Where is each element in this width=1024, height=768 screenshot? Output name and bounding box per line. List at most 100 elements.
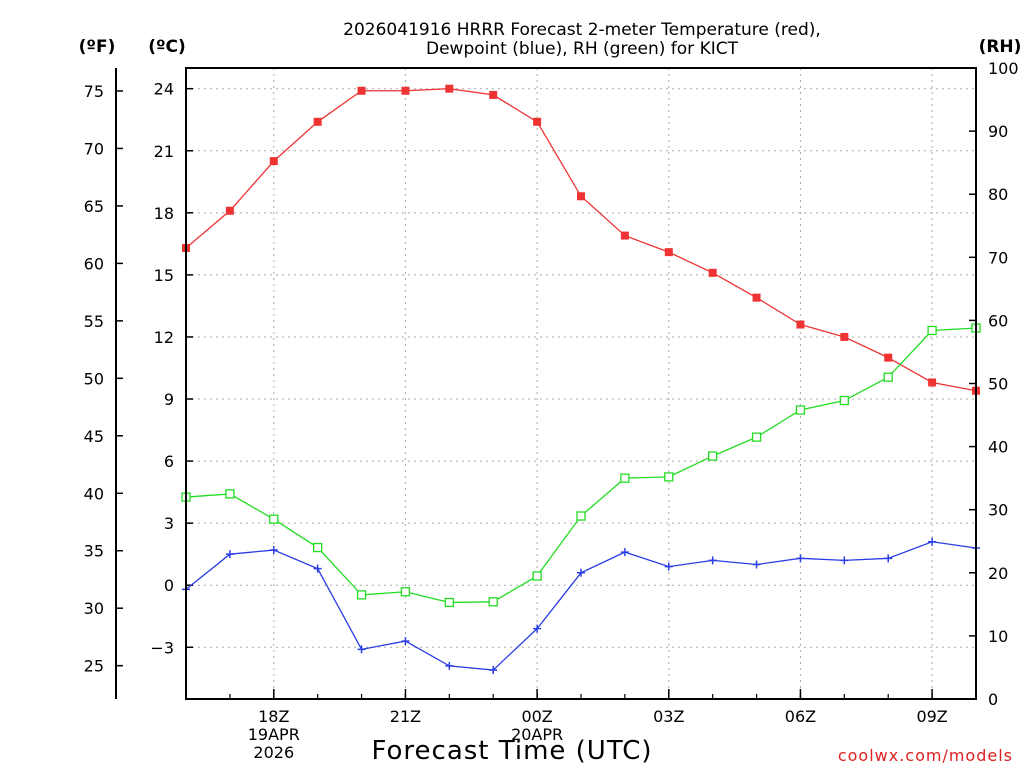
celsius-tick-label: 9 (164, 390, 174, 409)
dewpoint-point (752, 560, 761, 569)
fahrenheit-axis: 75 70 65 60 55 50 45 40 35 30 25 (84, 68, 123, 699)
celsius-tick-label: 21 (154, 142, 174, 161)
rh-point (883, 372, 893, 382)
time-tick-label: 18Z (258, 707, 289, 726)
fahrenheit-tick-label: 30 (84, 599, 104, 618)
credit-label: coolwx.com/models (838, 746, 1013, 765)
dewpoint-point (577, 568, 585, 577)
rh-point (927, 325, 937, 336)
dewpoint-point (489, 666, 498, 675)
time-tick-label: 20APR (511, 725, 563, 744)
dewpoint-point (620, 548, 629, 557)
rh-tick-label: 60 (988, 311, 1008, 330)
temperature-point (752, 293, 761, 302)
rh-point (839, 395, 849, 406)
dewpoint-point (884, 554, 893, 563)
series-layer (181, 84, 981, 675)
rh-tick-label: 90 (988, 122, 1008, 141)
rh-point (795, 405, 806, 415)
celsius-tick-label: 0 (164, 576, 174, 595)
temperature-point (664, 248, 673, 257)
temperature-point (620, 231, 629, 240)
temperature-point (269, 157, 278, 166)
temperature-point (445, 84, 454, 93)
time-tick-label: 00Z (521, 707, 552, 726)
x-axis-title: Forecast Time (UTC) (371, 736, 652, 766)
dewpoint-point (357, 645, 366, 654)
temperature-point (357, 86, 366, 95)
temperature-point (708, 268, 717, 277)
time-tick-label: 06Z (785, 707, 816, 726)
celsius-tick-label: 15 (154, 266, 174, 285)
celsius-tick-label: −3 (150, 638, 174, 657)
fahrenheit-tick-label: 60 (84, 254, 104, 273)
time-tick-label: 19APR (248, 725, 300, 744)
celsius-tick-label: 24 (154, 80, 174, 99)
celsius-unit-label: (ºC) (148, 37, 186, 57)
rh-point (708, 451, 718, 461)
dewpoint-point (401, 637, 410, 646)
rh-point (225, 489, 235, 499)
dewpoint-point (708, 556, 717, 565)
chart-title-line1: 2026041916 HRRR Forecast 2-meter Tempera… (343, 20, 821, 40)
fahrenheit-tick-label: 45 (84, 427, 104, 446)
temperature-series (182, 84, 980, 395)
rh-tick-label: 20 (988, 564, 1008, 583)
rh-tick-label: 80 (988, 185, 1008, 204)
temperature-point (840, 332, 849, 341)
dewpoint-series (182, 537, 980, 675)
celsius-axis: 24 21 18 15 12 9 6 3 0 −3 (150, 80, 193, 657)
rh-point (269, 514, 279, 524)
fahrenheit-tick-label: 65 (84, 197, 104, 216)
rh-series (181, 323, 981, 608)
rh-point (444, 597, 454, 608)
fahrenheit-tick-label: 40 (84, 484, 104, 503)
rh-tick-label: 30 (988, 501, 1008, 520)
fahrenheit-tick-label: 25 (84, 657, 104, 676)
rh-point (664, 472, 674, 482)
dewpoint-point (796, 554, 805, 563)
temperature-line (185, 88, 977, 392)
temperature-point (884, 353, 893, 362)
fahrenheit-tick-label: 50 (84, 369, 104, 388)
temperature-point (796, 320, 805, 329)
time-tick-label: 09Z (916, 707, 947, 726)
rh-unit-label: (RH) (979, 37, 1022, 57)
rh-tick-label: 10 (988, 627, 1008, 646)
celsius-tick-label: 12 (154, 328, 174, 347)
fahrenheit-tick-label: 55 (84, 312, 104, 331)
dewpoint-point (840, 556, 849, 565)
rh-tick-label: 70 (988, 248, 1008, 267)
fahrenheit-tick-label: 70 (84, 139, 104, 158)
dewpoint-line (185, 541, 977, 671)
temperature-point (225, 206, 234, 215)
grid-lines (186, 68, 976, 699)
rh-point (751, 432, 762, 442)
rh-point (356, 590, 367, 600)
dewpoint-point (445, 661, 454, 670)
dewpoint-point (313, 564, 322, 573)
chart-title-line2: Dewpoint (blue), RH (green) for KICT (426, 39, 739, 59)
rh-tick-label: 100 (988, 59, 1019, 78)
rh-point (400, 587, 411, 597)
dewpoint-point (533, 624, 542, 633)
celsius-tick-label: 6 (164, 452, 174, 471)
rh-point (532, 571, 542, 581)
temperature-point (577, 192, 585, 201)
dewpoint-point (225, 550, 234, 559)
plot-frame (185, 67, 977, 700)
rh-tick-label: 40 (988, 438, 1008, 457)
time-tick-label: 2026 (253, 743, 294, 762)
rh-line (185, 327, 977, 604)
temperature-point (401, 86, 410, 95)
temperature-point (313, 117, 322, 126)
celsius-tick-label: 18 (154, 204, 174, 223)
rh-point (576, 511, 586, 521)
dewpoint-point (664, 562, 673, 571)
dewpoint-point (269, 546, 278, 555)
time-tick-label: 21Z (390, 707, 421, 726)
fahrenheit-tick-label: 35 (84, 542, 104, 561)
